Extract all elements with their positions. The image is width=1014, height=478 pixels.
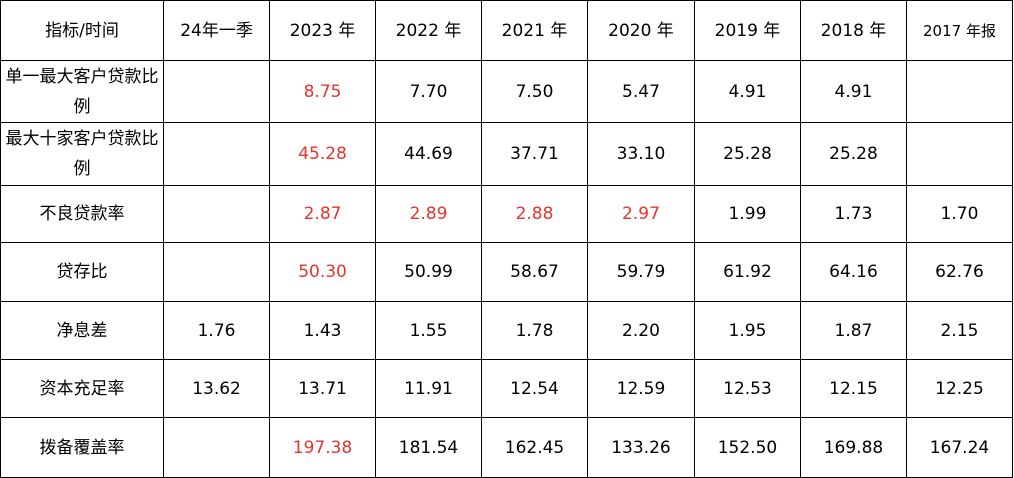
cell-2017 [905, 60, 1014, 123]
cell-2020: 12.59 [586, 359, 695, 418]
cell-2022: 2.89 [375, 185, 482, 243]
cell-2024q1 [163, 417, 271, 478]
cell-2023: 1.43 [269, 301, 377, 360]
cell-2019: 4.91 [693, 60, 801, 123]
cell-2017: 12.25 [905, 359, 1014, 418]
cell-2022: 44.69 [375, 122, 482, 186]
row-npl-ratio: 不良贷款率 2.87 2.89 2.88 2.97 1.99 1.73 1.70 [0, 185, 1014, 243]
cell-2019: 1.99 [693, 185, 801, 243]
cell-2021: 37.71 [481, 122, 588, 186]
cell-2023: 13.71 [269, 359, 377, 418]
cell-2018: 25.28 [799, 122, 907, 186]
row-label: 资本充足率 [0, 359, 165, 418]
header-cell-2018: 2018 年 [799, 0, 907, 61]
row-label: 贷存比 [0, 242, 165, 302]
cell-2024q1: 1.76 [163, 301, 271, 360]
header-cell-2024q1: 24年一季 [163, 0, 271, 61]
cell-2023: 197.38 [269, 417, 377, 478]
cell-2019: 61.92 [693, 242, 801, 302]
cell-2022: 1.55 [375, 301, 482, 360]
cell-2017: 62.76 [905, 242, 1014, 302]
cell-2021: 162.45 [481, 417, 588, 478]
cell-2018: 169.88 [799, 417, 907, 478]
row-provision-coverage-ratio: 拨备覆盖率 197.38 181.54 162.45 133.26 152.50 169.8… [0, 417, 1014, 478]
cell-2023: 8.75 [269, 60, 377, 123]
cell-2021: 7.50 [481, 60, 588, 123]
cell-2022: 50.99 [375, 242, 482, 302]
header-row: 指标/时间 24年一季 2023 年 2022 年 2021 年 2020 年 … [0, 0, 1014, 61]
header-cell-metric: 指标/时间 [0, 0, 165, 61]
header-cell-2017: 2017 年报 [905, 0, 1014, 61]
cell-2018: 12.15 [799, 359, 907, 418]
cell-2017: 167.24 [905, 417, 1014, 478]
cell-2023: 50.30 [269, 242, 377, 302]
cell-2019: 25.28 [693, 122, 801, 186]
cell-2017 [905, 122, 1014, 186]
cell-2024q1 [163, 242, 271, 302]
cell-2017: 1.70 [905, 185, 1014, 243]
cell-2021: 58.67 [481, 242, 588, 302]
row-label: 不良贷款率 [0, 185, 165, 243]
header-cell-2022: 2022 年 [375, 0, 482, 61]
row-label: 拨备覆盖率 [0, 417, 165, 478]
cell-2022: 11.91 [375, 359, 482, 418]
row-capital-adequacy-ratio: 资本充足率 13.62 13.71 11.91 12.54 12.59 12.53 12.15… [0, 359, 1014, 418]
cell-2024q1 [163, 185, 271, 243]
cell-2022: 181.54 [375, 417, 482, 478]
header-cell-2019: 2019 年 [693, 0, 801, 61]
cell-2018: 1.87 [799, 301, 907, 360]
cell-2023: 2.87 [269, 185, 377, 243]
cell-2018: 1.73 [799, 185, 907, 243]
row-label: 最大十家客户贷款比例 [0, 122, 165, 186]
cell-2018: 64.16 [799, 242, 907, 302]
cell-2017: 2.15 [905, 301, 1014, 360]
cell-2020: 33.10 [586, 122, 695, 186]
header-cell-2020: 2020 年 [586, 0, 695, 61]
cell-2020: 133.26 [586, 417, 695, 478]
header-cell-2023: 2023 年 [269, 0, 377, 61]
row-single-largest-customer-loan-ratio: 单一最大客户贷款比例 8.75 7.70 7.50 5.47 4.91 4.91 [0, 60, 1014, 123]
cell-2020: 5.47 [586, 60, 695, 123]
cell-2024q1 [163, 122, 271, 186]
cell-2021: 1.78 [481, 301, 588, 360]
cell-2020: 2.20 [586, 301, 695, 360]
cell-2021: 12.54 [481, 359, 588, 418]
cell-2023: 45.28 [269, 122, 377, 186]
cell-2019: 152.50 [693, 417, 801, 478]
cell-2019: 12.53 [693, 359, 801, 418]
cell-2024q1 [163, 60, 271, 123]
cell-2020: 2.97 [586, 185, 695, 243]
cell-2024q1: 13.62 [163, 359, 271, 418]
cell-2019: 1.95 [693, 301, 801, 360]
row-net-interest-margin: 净息差 1.76 1.43 1.55 1.78 2.20 1.95 1.87 2.15 [0, 301, 1014, 360]
row-loan-to-deposit-ratio: 贷存比 50.30 50.99 58.67 59.79 61.92 64.16 62.76 [0, 242, 1014, 302]
cell-2020: 59.79 [586, 242, 695, 302]
cell-2021: 2.88 [481, 185, 588, 243]
cell-2022: 7.70 [375, 60, 482, 123]
row-top10-customer-loan-ratio: 最大十家客户贷款比例 45.28 44.69 37.71 33.10 25.28 25.28 [0, 122, 1014, 186]
row-label: 单一最大客户贷款比例 [0, 60, 165, 123]
cell-2018: 4.91 [799, 60, 907, 123]
row-label: 净息差 [0, 301, 165, 360]
header-cell-2021: 2021 年 [481, 0, 588, 61]
